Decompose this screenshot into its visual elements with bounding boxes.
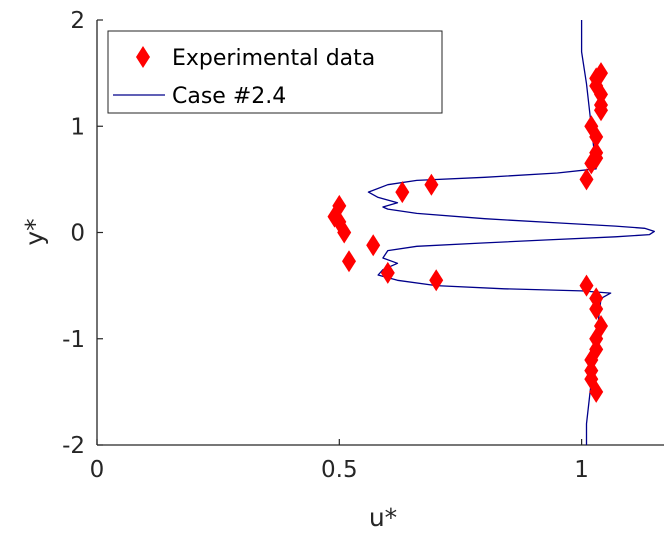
x-axis-label: u*	[369, 503, 397, 532]
legend-label-experimental: Experimental data	[172, 46, 375, 71]
data-point-experimental	[589, 298, 604, 320]
data-point-experimental	[579, 274, 594, 297]
x-tick-label: 0	[90, 457, 105, 483]
x-tick-label: 0.5	[321, 457, 358, 483]
series-line-case-2-4	[367, 20, 655, 445]
legend-label-case: Case #2.4	[172, 84, 286, 109]
data-point-experimental	[589, 125, 604, 148]
y-tick-label: 1	[70, 114, 85, 140]
y-tick-label: -1	[62, 327, 85, 353]
legend: Experimental data Case #2.4	[107, 30, 443, 114]
data-point-experimental	[589, 380, 604, 403]
x-ticks: 0 0.5 1	[90, 439, 589, 483]
legend-marker-experimental	[136, 46, 150, 68]
data-point-experimental	[594, 99, 608, 122]
data-point-experimental	[380, 261, 395, 284]
x-tick-label: 1	[574, 457, 589, 483]
data-point-experimental	[342, 250, 356, 273]
y-tick-label: -2	[62, 433, 85, 459]
legend-box	[107, 30, 443, 114]
y-tick-label: 0	[70, 221, 85, 247]
data-point-experimental	[429, 269, 444, 292]
data-point-experimental	[366, 234, 381, 257]
data-point-experimental	[584, 152, 599, 175]
y-tick-label: 2	[70, 8, 85, 34]
data-point-experimental	[337, 221, 352, 244]
series-layer	[327, 20, 655, 445]
data-point-experimental	[424, 173, 439, 196]
data-point-experimental	[395, 181, 410, 204]
y-ticks: -2 -1 0 1 2	[62, 8, 103, 459]
y-axis-label: y*	[20, 218, 49, 245]
data-point-experimental	[579, 168, 594, 191]
